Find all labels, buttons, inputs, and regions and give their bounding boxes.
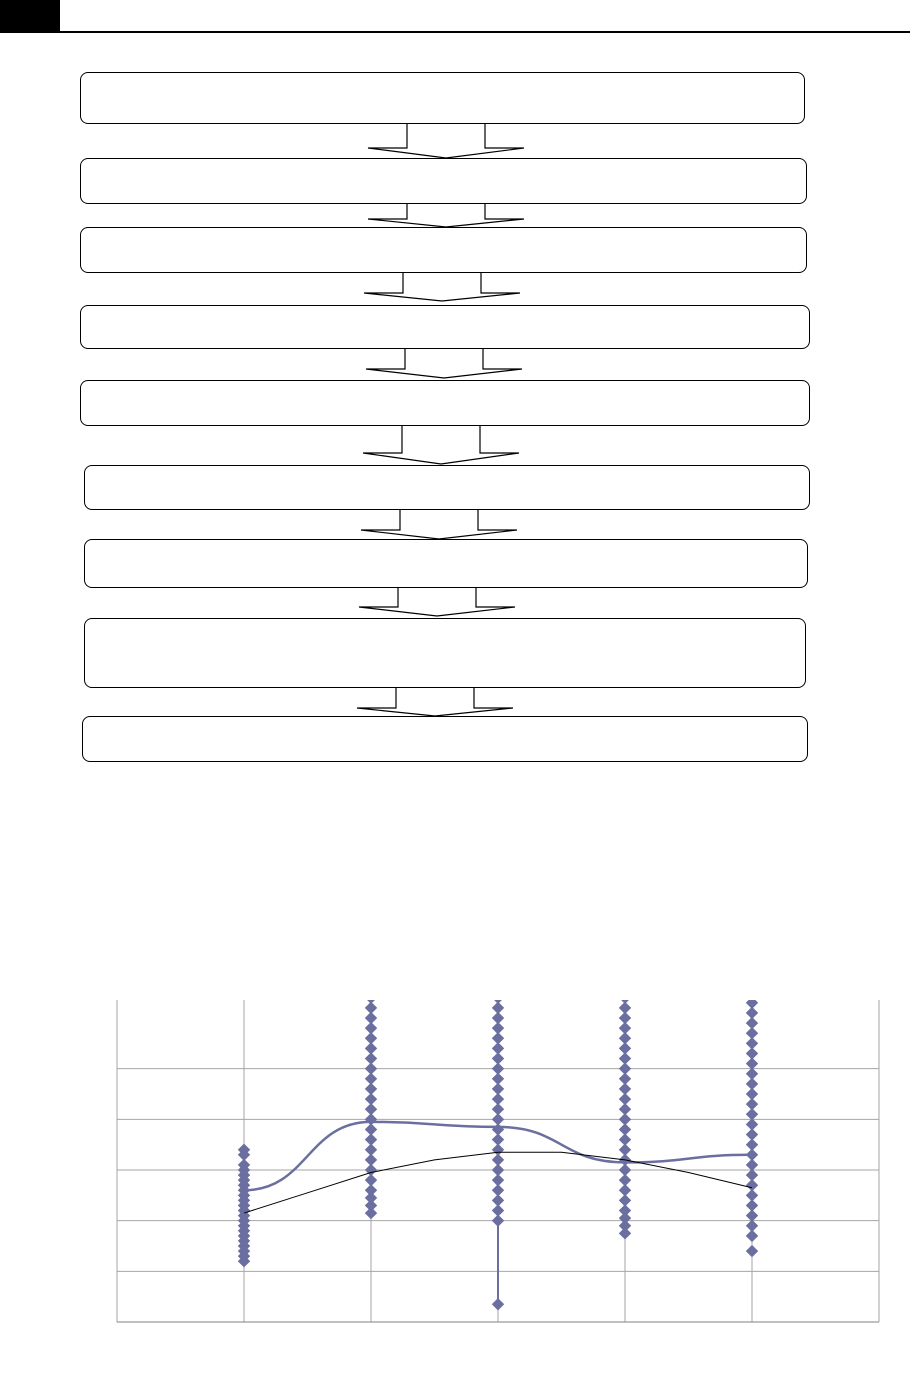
- flow-arrow-3: [363, 273, 521, 302]
- data-point: [745, 1229, 759, 1243]
- data-point: [618, 1204, 632, 1217]
- page-header-rule: [0, 31, 910, 33]
- chart-lines: [243, 1120, 753, 1214]
- flow-step-4: [80, 305, 810, 349]
- data-point: [618, 1227, 632, 1240]
- page-header-tab: [0, 0, 60, 32]
- data-point: [618, 1143, 632, 1156]
- data-point: [618, 1211, 632, 1225]
- data-point: [621, 1000, 629, 1004]
- flow-step-2: [80, 158, 807, 204]
- data-point: [364, 1206, 378, 1220]
- data-point: [618, 1133, 632, 1146]
- smoothed-series-line: [243, 1120, 753, 1192]
- data-point: [618, 1032, 632, 1045]
- data-point: [745, 1244, 759, 1258]
- trend-line: [243, 1151, 753, 1214]
- flow-step-5: [80, 380, 810, 426]
- scatter-chart: [116, 1000, 880, 1323]
- data-point: [618, 1123, 632, 1136]
- flow-arrow-1: [367, 124, 525, 159]
- data-point: [618, 1011, 632, 1025]
- data-point: [618, 1194, 632, 1207]
- chart-points: [237, 1000, 759, 1311]
- flow-arrow-2: [367, 204, 525, 228]
- flow-step-7: [84, 539, 808, 588]
- flow-step-6: [84, 465, 810, 510]
- data-point: [618, 1021, 632, 1035]
- data-point: [618, 1219, 632, 1232]
- data-point: [237, 1143, 251, 1156]
- flow-arrow-6: [360, 510, 518, 540]
- data-point: [745, 1209, 759, 1222]
- data-point: [618, 1102, 632, 1116]
- data-point: [237, 1158, 251, 1172]
- data-point: [618, 1042, 632, 1055]
- flow-step-1: [80, 72, 805, 124]
- data-point: [618, 1184, 632, 1197]
- flow-arrow-4: [365, 349, 523, 379]
- data-point: [745, 1219, 759, 1232]
- data-point: [618, 1072, 632, 1086]
- data-point: [618, 1082, 632, 1096]
- flow-arrow-8: [356, 688, 514, 717]
- flow-arrow-7: [358, 588, 516, 617]
- data-point: [618, 1163, 632, 1177]
- data-point: [618, 1001, 632, 1015]
- flow-step-9: [82, 716, 808, 762]
- flow-step-8: [84, 618, 806, 688]
- data-point: [618, 1062, 632, 1075]
- data-point: [618, 1173, 632, 1187]
- flow-arrows: [356, 124, 525, 717]
- flow-step-3: [80, 227, 807, 273]
- data-point: [491, 1298, 505, 1311]
- flow-arrow-5: [362, 426, 520, 465]
- data-point: [618, 1113, 632, 1126]
- data-point: [618, 1052, 632, 1065]
- data-point: [618, 1092, 632, 1106]
